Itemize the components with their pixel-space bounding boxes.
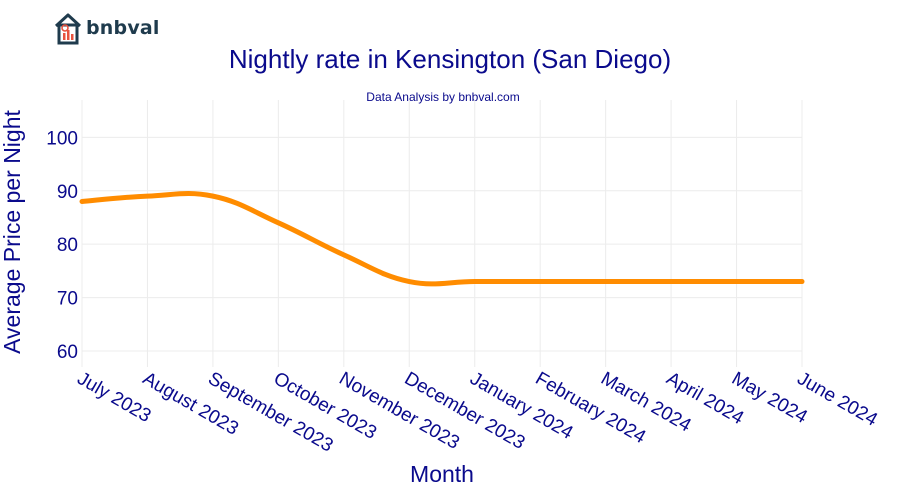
y-tick-label: 60 [57,342,78,363]
y-gridlines [82,136,802,352]
x-gridlines [81,100,803,367]
y-tick-label: 90 [57,182,78,203]
brand-name: bnbval [86,17,160,39]
x-axis-label: Month [410,461,474,487]
x-tick-label: June 2024 [794,368,882,431]
y-axis-label: Average Price per Night [0,110,25,354]
chart-title: Nightly rate in Kensington (San Diego) [228,44,672,74]
x-tick-label: February 2024 [532,368,650,448]
y-tick-labels: 60 70 80 90 100 [46,128,78,363]
y-tick-label: 80 [57,235,78,256]
x-tick-label: July 2023 [74,368,155,427]
y-tick-label: 100 [46,128,78,149]
y-tick-label: 70 [57,289,78,310]
house-chart-icon [54,13,82,45]
series-lines [79,191,805,287]
chart-subtitle: Data Analysis by bnbval.com [366,90,520,104]
logo [54,13,82,45]
series-line [79,191,805,287]
